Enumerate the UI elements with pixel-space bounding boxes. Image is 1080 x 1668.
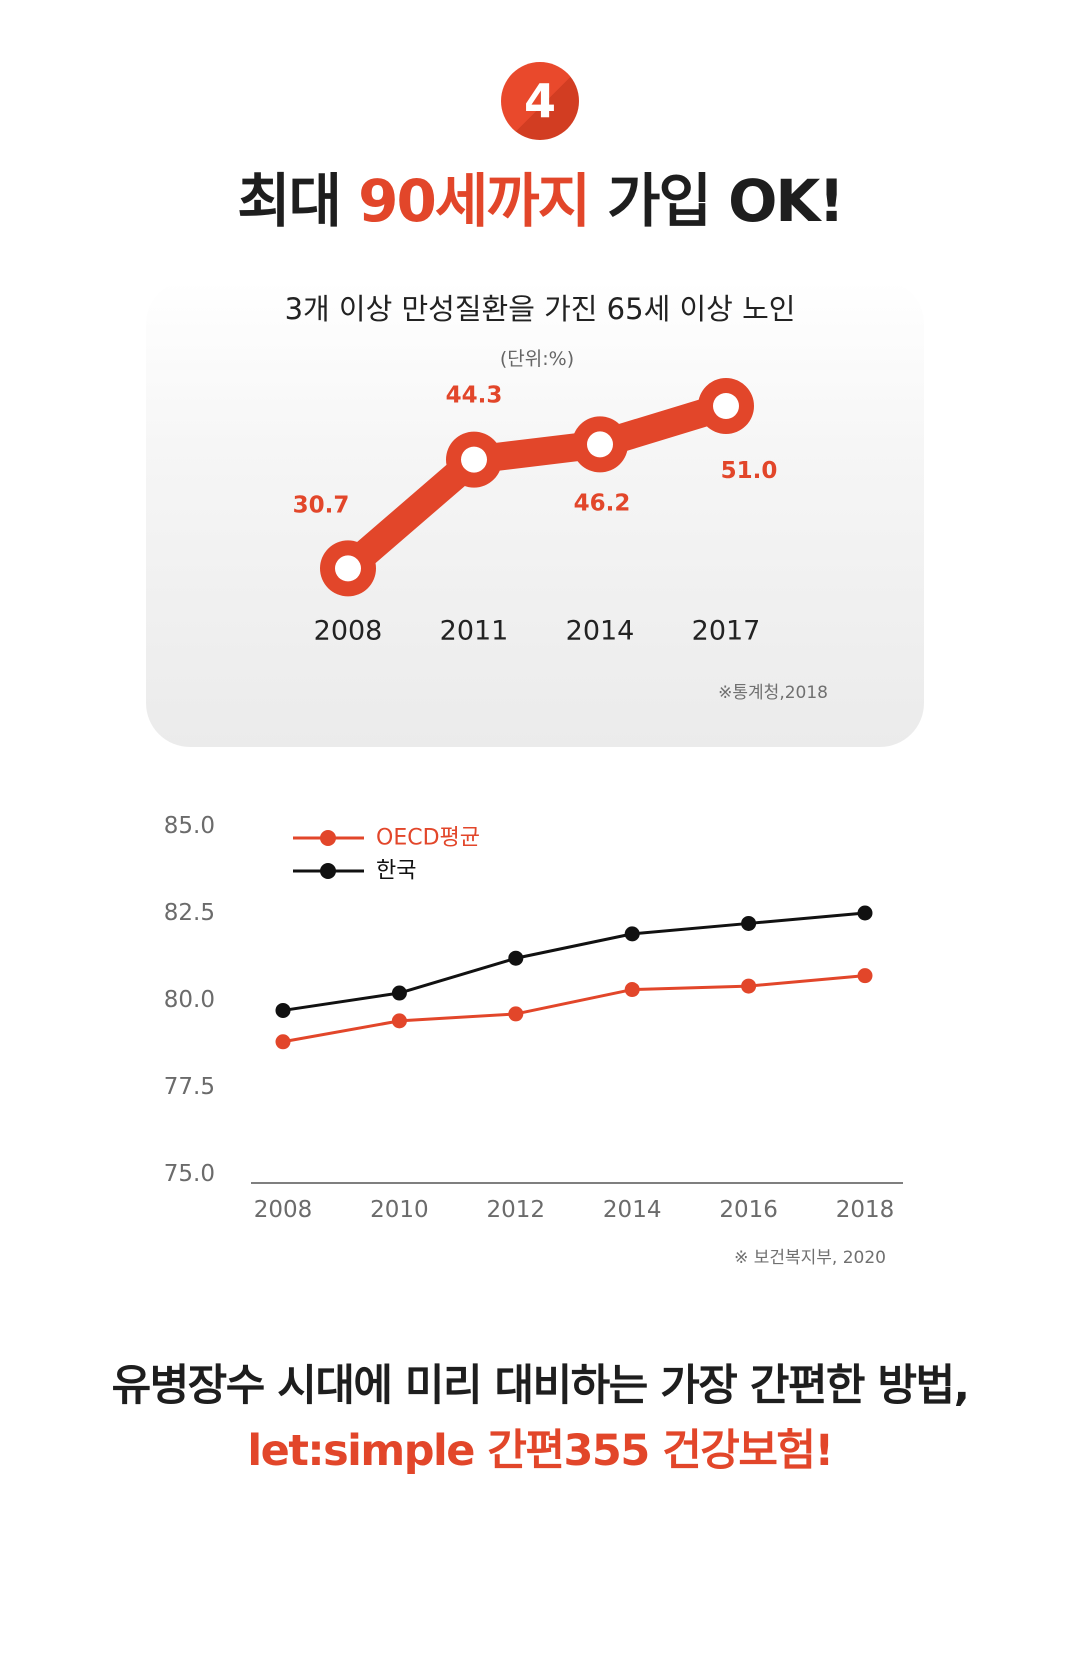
chart2-data-point <box>275 1034 291 1050</box>
headline-suffix: 가입 OK! <box>607 167 845 235</box>
closing-product-name: let:simple 간편355 건강보험! <box>247 1426 834 1476</box>
chart2-data-point <box>857 968 873 984</box>
chart2-data-point <box>741 915 757 931</box>
chart2-y-tick-label: 80.0 <box>164 987 215 1013</box>
chart2-data-point <box>508 950 524 966</box>
chart1-value-label: 46.2 <box>574 490 631 516</box>
chart2-y-tick-label: 75.0 <box>164 1161 215 1187</box>
chart2-data-point <box>391 985 407 1001</box>
chart1-point-hole <box>461 446 487 473</box>
chart1-value-label: 30.7 <box>293 492 350 518</box>
step-number: 4 <box>523 74 556 128</box>
legend-label: OECD평균 <box>376 826 480 851</box>
headline-prefix: 최대 <box>237 167 342 235</box>
chart2-data-point <box>391 1013 407 1029</box>
chart1-title: 3개 이상 만성질환을 가진 65세 이상 노인 <box>284 292 796 326</box>
chart1-unit-note: (단위:%) <box>499 348 575 370</box>
chart2-data-point <box>857 905 873 921</box>
chart2-y-tick-label: 77.5 <box>164 1074 215 1100</box>
chart1-point-hole <box>587 431 613 458</box>
chart2-y-tick-label: 82.5 <box>164 900 215 926</box>
headline-highlight: 90세까지 <box>358 167 591 235</box>
chart1-year-label: 2014 <box>566 616 635 647</box>
chart2-series-line <box>282 911 866 1012</box>
chart2-data-point <box>624 926 640 942</box>
chronic-disease-line-chart: 30.7 2008 44.3 2011 46.2 2014 51.0 2017 <box>293 378 778 647</box>
chart1-value-label: 44.3 <box>446 383 503 409</box>
chart1-value-label: 51.0 <box>721 458 778 484</box>
closing-message: 유병장수 시대에 미리 대비하는 가장 간편한 방법, <box>111 1361 970 1411</box>
chart2-x-tick-label: 2016 <box>719 1197 778 1223</box>
legend-marker <box>320 830 336 846</box>
chart1-source: ※통계청,2018 <box>718 683 828 703</box>
chart2-series-line <box>282 974 866 1044</box>
chart2-x-tick-label: 2010 <box>370 1197 429 1223</box>
chronic-disease-chart-card <box>146 280 924 747</box>
legend-marker <box>320 863 336 879</box>
legend-label: 한국 <box>376 859 416 884</box>
chart2-data-point <box>624 982 640 998</box>
chart1-series-line <box>334 392 740 583</box>
chart1-year-label: 2017 <box>692 616 761 647</box>
chart2-y-tick-label: 85.0 <box>164 813 215 839</box>
chart1-year-label: 2008 <box>314 616 383 647</box>
headline: 최대 90세까지 가입 OK! <box>0 164 1080 238</box>
chart2-x-tick-label: 2012 <box>487 1197 546 1223</box>
life-expectancy-line-chart: 85.0 82.5 80.0 77.5 75.0 2008 2010 2012 2014 2016… <box>164 813 903 1223</box>
chart2-x-tick-label: 2008 <box>254 1197 313 1223</box>
chart2-source: ※ 보건복지부, 2020 <box>734 1248 886 1268</box>
chart1-point-hole <box>713 393 739 419</box>
chart2-x-tick-label: 2018 <box>836 1197 895 1223</box>
chart2-data-point <box>741 978 757 994</box>
chart2-data-point <box>508 1006 524 1022</box>
chart2-data-point <box>275 1002 291 1018</box>
chart1-year-label: 2011 <box>440 616 509 647</box>
chart1-point-hole <box>335 555 361 582</box>
chart2-x-tick-label: 2014 <box>603 1197 662 1223</box>
step-number-badge: 4 <box>501 62 579 140</box>
